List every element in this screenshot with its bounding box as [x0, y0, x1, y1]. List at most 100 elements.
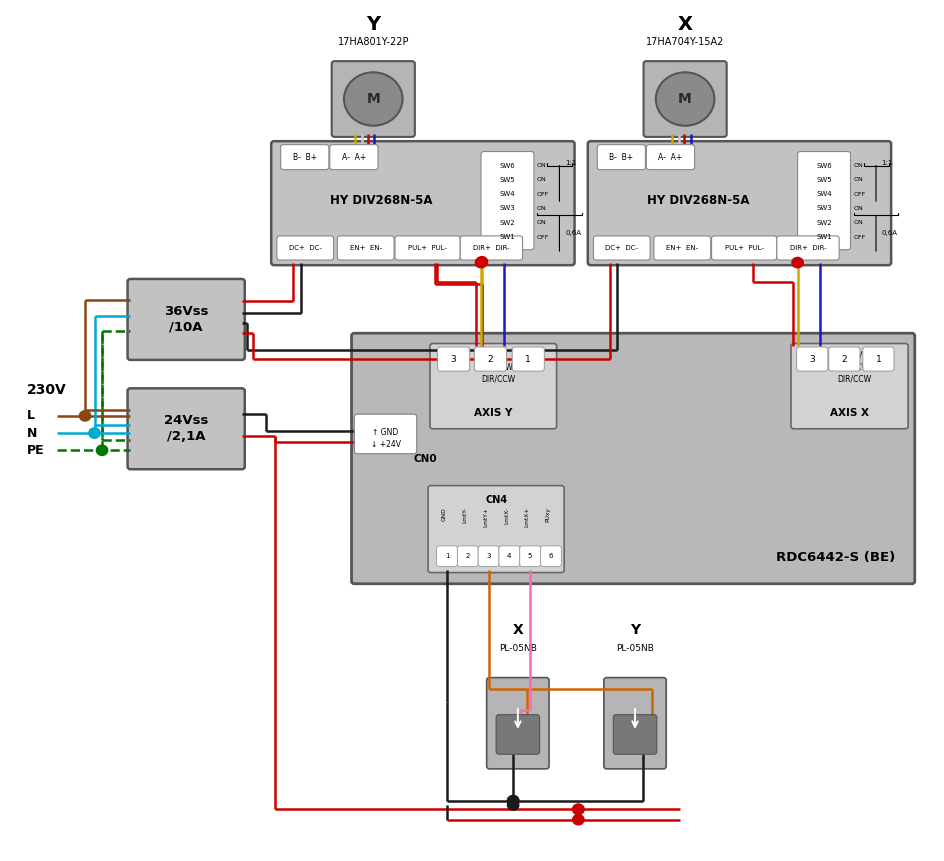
FancyBboxPatch shape	[474, 347, 506, 371]
FancyBboxPatch shape	[457, 546, 478, 567]
Text: X: X	[677, 15, 692, 34]
Text: ON: ON	[852, 206, 862, 211]
Text: CN0: CN0	[413, 454, 436, 464]
FancyBboxPatch shape	[776, 236, 838, 260]
Text: 1: 1	[874, 355, 881, 363]
FancyBboxPatch shape	[428, 486, 564, 573]
Text: L: L	[26, 409, 34, 423]
Text: SW1: SW1	[499, 234, 514, 240]
Text: PE: PE	[26, 443, 44, 457]
FancyBboxPatch shape	[587, 141, 890, 265]
Text: B-  B+: B- B+	[293, 153, 316, 162]
Text: 1: 1	[525, 355, 531, 363]
FancyBboxPatch shape	[460, 236, 522, 260]
Text: CN4: CN4	[484, 495, 507, 505]
Circle shape	[572, 804, 583, 815]
Text: 24Vss
/2,1A: 24Vss /2,1A	[164, 414, 208, 443]
Text: PL-05NB: PL-05NB	[498, 644, 536, 653]
Text: RDC6442-S (BE): RDC6442-S (BE)	[775, 551, 894, 564]
Circle shape	[507, 796, 518, 806]
Text: SW2: SW2	[816, 220, 831, 226]
Text: OFF: OFF	[852, 234, 865, 239]
Circle shape	[89, 428, 100, 438]
Text: 17HA801Y-22P: 17HA801Y-22P	[337, 37, 409, 47]
Text: A-  A+: A- A+	[658, 153, 682, 162]
Text: DC+  DC-: DC+ DC-	[289, 245, 321, 251]
FancyBboxPatch shape	[643, 61, 726, 137]
FancyBboxPatch shape	[711, 236, 776, 260]
FancyBboxPatch shape	[613, 715, 656, 754]
Text: 2: 2	[841, 355, 846, 363]
Circle shape	[96, 445, 108, 455]
FancyBboxPatch shape	[354, 414, 416, 454]
Text: B-  B+: B- B+	[609, 153, 632, 162]
Text: DC+  DC-: DC+ DC-	[605, 245, 637, 251]
FancyBboxPatch shape	[436, 546, 457, 567]
Text: 1: 1	[445, 554, 448, 559]
Text: HY DIV268N-5A: HY DIV268N-5A	[329, 195, 432, 208]
FancyBboxPatch shape	[127, 388, 244, 469]
Text: 1:1: 1:1	[881, 160, 892, 165]
Text: 1:1: 1:1	[565, 160, 576, 165]
Text: +5V
PUL/CW
DIR/CCW: +5V PUL/CW DIR/CCW	[480, 351, 514, 383]
Text: Y: Y	[366, 15, 379, 34]
Text: GND: GND	[441, 507, 447, 521]
Text: 36Vss
/10A: 36Vss /10A	[163, 305, 209, 334]
FancyBboxPatch shape	[540, 546, 561, 567]
Text: ↑ GND: ↑ GND	[372, 428, 398, 437]
FancyBboxPatch shape	[480, 152, 533, 250]
FancyBboxPatch shape	[351, 333, 914, 584]
FancyBboxPatch shape	[280, 145, 329, 170]
Text: DIR+  DIR-: DIR+ DIR-	[473, 245, 509, 251]
FancyBboxPatch shape	[797, 152, 850, 250]
FancyBboxPatch shape	[277, 236, 333, 260]
FancyBboxPatch shape	[828, 347, 859, 371]
Text: Y: Y	[630, 623, 639, 637]
Text: PUL+  PUL-: PUL+ PUL-	[408, 245, 447, 251]
Text: SW3: SW3	[816, 206, 831, 212]
Circle shape	[475, 257, 486, 268]
Text: ON: ON	[536, 163, 546, 168]
Text: PUL+  PUL-: PUL+ PUL-	[724, 245, 763, 251]
Circle shape	[655, 72, 714, 126]
Text: LmtX-: LmtX-	[503, 507, 509, 524]
Text: SW5: SW5	[816, 177, 831, 183]
Text: X: X	[512, 623, 523, 637]
Text: ON: ON	[852, 163, 862, 168]
Text: ON: ON	[852, 177, 862, 183]
Text: ON: ON	[852, 220, 862, 226]
Text: AXIS X: AXIS X	[829, 407, 868, 418]
FancyBboxPatch shape	[486, 678, 548, 769]
Text: PL-05NB: PL-05NB	[615, 644, 653, 653]
Text: 5: 5	[528, 554, 531, 559]
Text: OFF: OFF	[852, 192, 865, 196]
FancyBboxPatch shape	[496, 715, 539, 754]
Text: ON: ON	[536, 177, 546, 183]
Text: 6: 6	[548, 554, 552, 559]
Text: 0,6A: 0,6A	[565, 231, 581, 236]
Circle shape	[572, 804, 583, 815]
Text: 2: 2	[465, 554, 469, 559]
Text: 0,6A: 0,6A	[881, 231, 897, 236]
Text: OFF: OFF	[536, 192, 548, 196]
FancyBboxPatch shape	[127, 279, 244, 360]
Text: ON: ON	[536, 220, 546, 226]
Text: PUxy: PUxy	[545, 507, 550, 522]
Text: OFF: OFF	[536, 234, 548, 239]
Text: EN+  EN-: EN+ EN-	[349, 245, 381, 251]
Text: 17HA704Y-15A2: 17HA704Y-15A2	[646, 37, 723, 47]
FancyBboxPatch shape	[329, 145, 378, 170]
Text: N: N	[26, 426, 37, 440]
Circle shape	[507, 800, 518, 810]
Text: SW6: SW6	[816, 163, 831, 169]
Circle shape	[507, 796, 518, 806]
FancyBboxPatch shape	[597, 145, 645, 170]
Text: SW6: SW6	[499, 163, 514, 169]
FancyBboxPatch shape	[430, 344, 556, 429]
Text: 3: 3	[486, 554, 490, 559]
Text: SW4: SW4	[499, 191, 514, 197]
FancyBboxPatch shape	[512, 347, 544, 371]
Text: HY DIV268N-5A: HY DIV268N-5A	[646, 195, 749, 208]
Circle shape	[572, 815, 583, 825]
Text: +5V
PUL/CW
DIR/CCW: +5V PUL/CW DIR/CCW	[836, 351, 870, 383]
